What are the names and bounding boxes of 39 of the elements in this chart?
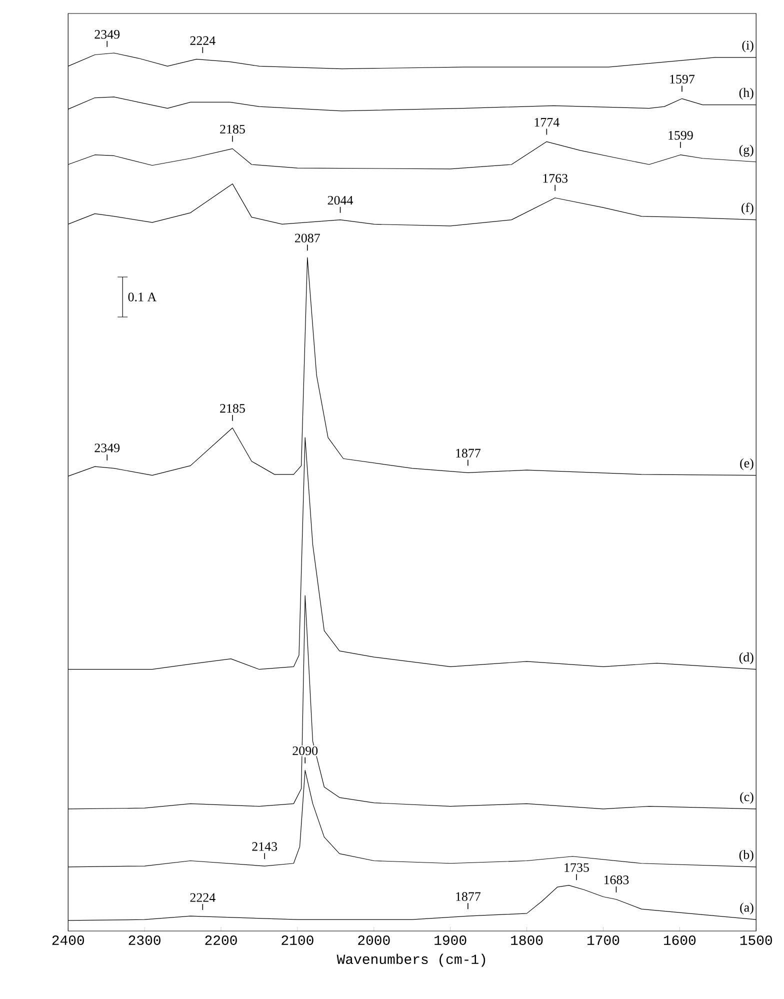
annotation: 2143 — [252, 842, 277, 851]
x-tick-label: 2100 — [282, 936, 314, 945]
x-tick-label: 1700 — [587, 936, 620, 945]
x-axis-title: Wavenumbers (cm-1) — [336, 954, 486, 967]
annotation: 2224 — [190, 893, 216, 902]
series-label: (a) — [740, 902, 754, 914]
annotation: 1735 — [564, 863, 589, 872]
annotation: 2090 — [292, 746, 318, 756]
x-tick-label: 2000 — [358, 936, 390, 945]
x-tick-label: 2200 — [205, 936, 237, 945]
series-label: (b) — [739, 850, 754, 862]
annotation: 1774 — [534, 118, 560, 127]
annotation: 2349 — [94, 30, 120, 39]
series-label: (i) — [742, 40, 754, 52]
series-label: (f) — [741, 202, 754, 215]
annotation: 2185 — [220, 124, 245, 134]
annotation: 1597 — [670, 74, 694, 84]
annotation: 1683 — [604, 876, 629, 884]
annotation: 2087 — [294, 234, 320, 242]
annotation: 1599 — [668, 131, 693, 140]
annotation: 2224 — [190, 36, 216, 45]
annotation: 1763 — [543, 174, 568, 183]
annotation: 2044 — [328, 196, 353, 205]
annotation: 2349 — [94, 444, 120, 452]
annotation: 0.1 A — [128, 292, 156, 302]
annotation: 1877 — [456, 892, 480, 901]
x-tick-label: 1500 — [740, 936, 772, 945]
series-label: (g) — [739, 144, 754, 157]
x-tick-label: 1600 — [664, 936, 696, 945]
annotation: 1877 — [456, 448, 480, 458]
x-tick-label: 1800 — [511, 936, 543, 945]
series-label: (d) — [739, 652, 754, 664]
series-label: (h) — [739, 88, 754, 100]
x-tick-label: 2300 — [128, 936, 160, 945]
x-tick-label: 1900 — [434, 936, 466, 945]
x-tick-label: 2400 — [52, 936, 84, 945]
series-label: (e) — [740, 458, 754, 470]
annotation: 2185 — [220, 404, 245, 413]
series-label: (c) — [740, 792, 754, 804]
